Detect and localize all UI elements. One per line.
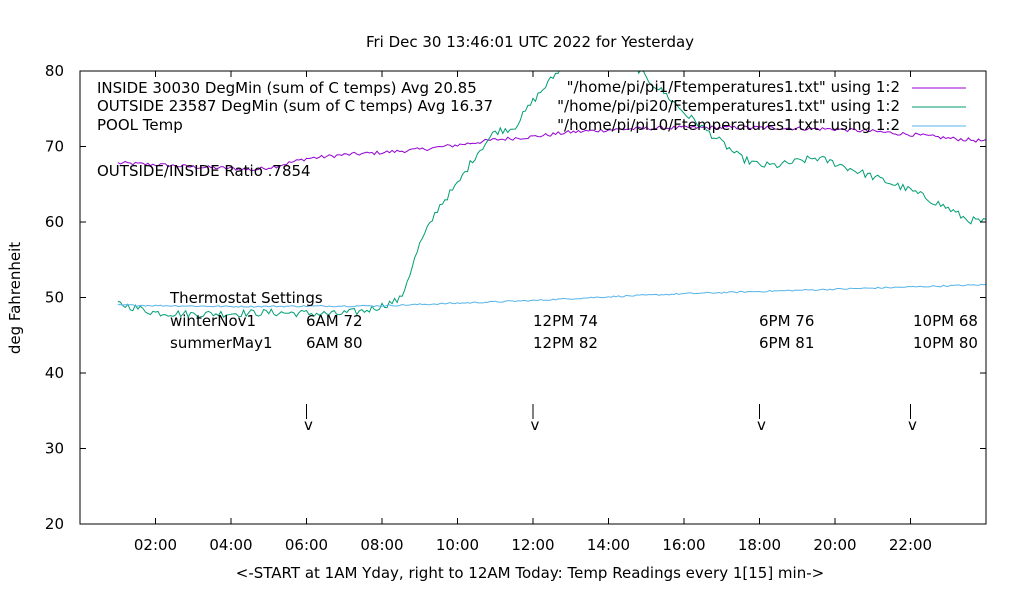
thermostat-marker-arrow: v — [757, 416, 766, 434]
ratio-stat: OUTSIDE/INSIDE Ratio .7854 — [97, 162, 311, 180]
x-tick-label: 20:00 — [813, 536, 856, 554]
thermostat-marker-arrow: v — [531, 416, 540, 434]
y-axis-label: deg Fahrenheit — [6, 242, 24, 354]
x-tick-label: 10:00 — [436, 536, 479, 554]
stats-annotations: INSIDE 30030 DegMin (sum of C temps) Avg… — [97, 79, 493, 180]
y-tick-label: 80 — [45, 62, 64, 80]
y-tick-label: 30 — [45, 440, 64, 458]
summer-setting-6am: 6AM 80 — [306, 334, 363, 352]
winter-setting-12pm: 12PM 74 — [533, 312, 598, 330]
x-tick-label: 14:00 — [587, 536, 630, 554]
y-tick-label: 20 — [45, 515, 64, 533]
y-tick-label: 70 — [45, 138, 64, 156]
series-line-pool — [117, 283, 986, 308]
winter-setting-6pm: 6PM 76 — [759, 312, 814, 330]
y-tick-label: 50 — [45, 289, 64, 307]
x-tick-label: 04:00 — [209, 536, 252, 554]
tick-layer: 02:00 04:00 06:00 08:00 10:00 12:00 14:00 16:00… — [45, 62, 986, 554]
winter-setting-10pm: 10PM 68 — [913, 312, 978, 330]
winter-setting-6am: 6AM 72 — [306, 312, 363, 330]
pool-stat: POOL Temp — [97, 116, 183, 134]
x-axis-label: <-START at 1AM Yday, right to 12AM Today… — [236, 564, 824, 582]
thermostat-marker-arrow: v — [304, 416, 313, 434]
inside-stat: INSIDE 30030 DegMin (sum of C temps) Avg… — [97, 79, 477, 97]
summer-setting-6pm: 6PM 81 — [759, 334, 814, 352]
thermostat-marker-arrow: v — [908, 416, 917, 434]
x-tick-label: 06:00 — [285, 536, 328, 554]
thermostat-settings: Thermostat Settings winterNov1 6AM 72 12… — [169, 289, 978, 352]
legend-label-inside: "/home/pi/pi1/Ftemperatures1.txt" using … — [567, 78, 900, 96]
x-tick-label: 22:00 — [889, 536, 932, 554]
x-tick-label: 18:00 — [738, 536, 781, 554]
summer-setting-10pm: 10PM 80 — [913, 334, 978, 352]
legend-label-pool: "/home/pi/pi10/Ftemperatures1.txt" using… — [557, 116, 900, 134]
series-line-inside — [117, 125, 986, 172]
legend: "/home/pi/pi1/Ftemperatures1.txt" using … — [557, 78, 966, 134]
x-tick-label: 12:00 — [511, 536, 554, 554]
outside-stat: OUTSIDE 23587 DegMin (sum of C temps) Av… — [97, 97, 493, 115]
y-tick-label: 40 — [45, 364, 64, 382]
x-tick-label: 08:00 — [360, 536, 403, 554]
winter-row-label: winterNov1 — [170, 312, 256, 330]
legend-label-outside: "/home/pi/pi20/Ftemperatures1.txt" using… — [557, 97, 900, 115]
x-tick-label: 16:00 — [662, 536, 705, 554]
series-line-outside — [117, 71, 986, 319]
x-tick-label: 02:00 — [134, 536, 177, 554]
series-layer — [117, 71, 986, 319]
plot-border — [79, 70, 987, 525]
summer-setting-12pm: 12PM 82 — [533, 334, 598, 352]
y-tick-label: 60 — [45, 213, 64, 231]
chart-title: Fri Dec 30 13:46:01 UTC 2022 for Yesterd… — [366, 33, 694, 51]
summer-row-label: summerMay1 — [170, 334, 273, 352]
thermostat-heading: Thermostat Settings — [169, 289, 323, 307]
